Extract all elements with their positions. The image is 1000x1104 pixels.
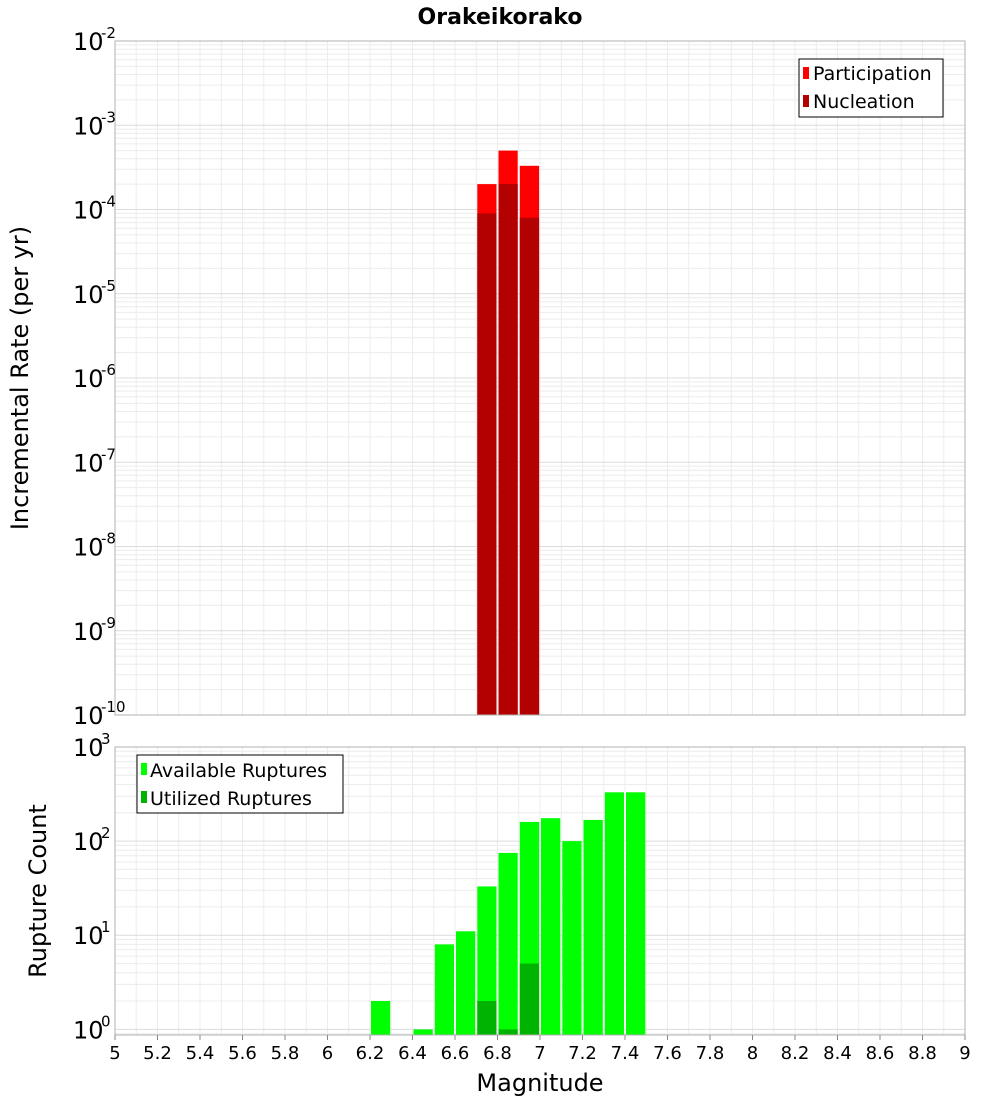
top-y-tick-exponent: -9	[101, 614, 116, 632]
legend-label-utilized: Utilized Ruptures	[150, 788, 312, 810]
top-y-tick-exponent: -6	[101, 361, 116, 379]
bottom-bar-utilized-ruptures	[519, 963, 540, 1035]
x-tick-label: 8.8	[908, 1043, 937, 1064]
x-tick-label: 5	[109, 1043, 120, 1064]
bottom-y-tick-label: 10	[73, 922, 104, 950]
top-y-tick-exponent: -10	[101, 698, 126, 716]
bottom-y-tick-label: 10	[73, 734, 104, 762]
top-y-tick-label: 10	[73, 449, 104, 477]
top-y-tick-exponent: -7	[101, 445, 116, 463]
bottom-bar-utilized-ruptures	[498, 1029, 518, 1035]
legend-swatch-utilized	[141, 791, 147, 803]
top-bar-nucleation	[519, 217, 540, 715]
top-y-tick-label: 10	[73, 534, 104, 562]
top-y-tick-exponent: -8	[101, 530, 116, 548]
legend-label-participation: Participation	[813, 63, 932, 85]
bottom-y-tick-exponent: 2	[101, 824, 111, 842]
top-legend-box	[798, 58, 944, 118]
x-tick-label: 6.2	[356, 1043, 385, 1064]
chart-title: Orakeikorako	[418, 5, 583, 30]
x-tick-label: 6.6	[441, 1043, 470, 1064]
bottom-bar-available-ruptures	[371, 1001, 391, 1035]
bottom-bar-available-ruptures	[604, 792, 624, 1035]
x-tick-label: 5.4	[186, 1043, 215, 1064]
bottom-bar-available-ruptures	[477, 886, 497, 1035]
bottom-bar-available-ruptures	[541, 818, 561, 1035]
bottom-bar-available-ruptures	[626, 792, 646, 1035]
x-tick-label: 9	[959, 1043, 970, 1064]
bottom-bar-available-ruptures	[583, 819, 603, 1035]
x-tick-label: 8.6	[866, 1043, 895, 1064]
bottom-y-tick-label: 10	[73, 1016, 104, 1044]
top-y-tick-exponent: -2	[101, 24, 116, 42]
top-plot-border	[114, 40, 966, 716]
x-tick-label: 5.8	[271, 1043, 300, 1064]
top-y-tick-label: 10	[73, 197, 104, 225]
top-bar-nucleation	[498, 184, 518, 716]
bottom-bar-available-ruptures	[413, 1029, 433, 1035]
bottom-legend: Available Ruptures Utilized Ruptures	[136, 754, 344, 814]
top-bar-nucleation	[477, 213, 497, 715]
bottom-legend-box	[136, 754, 344, 814]
x-tick-label: 7	[534, 1043, 545, 1064]
bottom-y-tick-exponent: 1	[101, 918, 111, 936]
top-y-tick-label: 10	[73, 365, 104, 393]
bottom-y-tick-label: 10	[73, 828, 104, 856]
bottom-bar-available-ruptures	[456, 931, 476, 1035]
legend-swatch-participation	[803, 67, 809, 79]
legend-swatch-available	[141, 763, 147, 775]
top-legend: Participation Nucleation	[798, 58, 944, 118]
x-tick-label: 5.2	[143, 1043, 172, 1064]
x-tick-label: 7.8	[696, 1043, 725, 1064]
bottom-y-tick-exponent: 3	[101, 730, 111, 748]
x-tick-label: 6.8	[483, 1043, 512, 1064]
x-tick-label: 8.4	[823, 1043, 852, 1064]
x-tick-label: 8.2	[781, 1043, 810, 1064]
top-y-tick-exponent: -3	[101, 108, 116, 126]
bottom-y-tick-exponent: 0	[101, 1012, 111, 1030]
top-y-tick-exponent: -4	[101, 193, 116, 211]
top-y-tick-label: 10	[73, 702, 104, 730]
x-tick-label: 6	[322, 1043, 333, 1064]
top-y-tick-label: 10	[73, 112, 104, 140]
bottom-bar-utilized-ruptures	[477, 1001, 497, 1035]
bottom-y-axis-label: Rupture Count	[24, 804, 52, 978]
x-tick-label: 7.6	[653, 1043, 682, 1064]
top-y-axis-label: Incremental Rate (per yr)	[6, 226, 34, 530]
top-y-tick-label: 10	[73, 618, 104, 646]
top-y-tick-exponent: -5	[101, 277, 116, 295]
x-tick-label: 6.4	[398, 1043, 427, 1064]
bottom-bar-available-ruptures	[434, 944, 454, 1035]
top-y-tick-label: 10	[73, 28, 104, 56]
bottom-bar-available-ruptures	[562, 841, 582, 1035]
legend-swatch-nucleation	[803, 95, 809, 107]
legend-label-available: Available Ruptures	[150, 760, 327, 782]
top-y-tick-label: 10	[73, 281, 104, 309]
x-tick-label: 7.2	[568, 1043, 597, 1064]
x-axis-label: Magnitude	[476, 1069, 603, 1097]
x-tick-label: 5.6	[228, 1043, 257, 1064]
bottom-bar-available-ruptures	[498, 852, 518, 1035]
x-tick-label: 7.4	[611, 1043, 640, 1064]
x-tick-label: 8	[747, 1043, 758, 1064]
legend-label-nucleation: Nucleation	[813, 91, 915, 113]
